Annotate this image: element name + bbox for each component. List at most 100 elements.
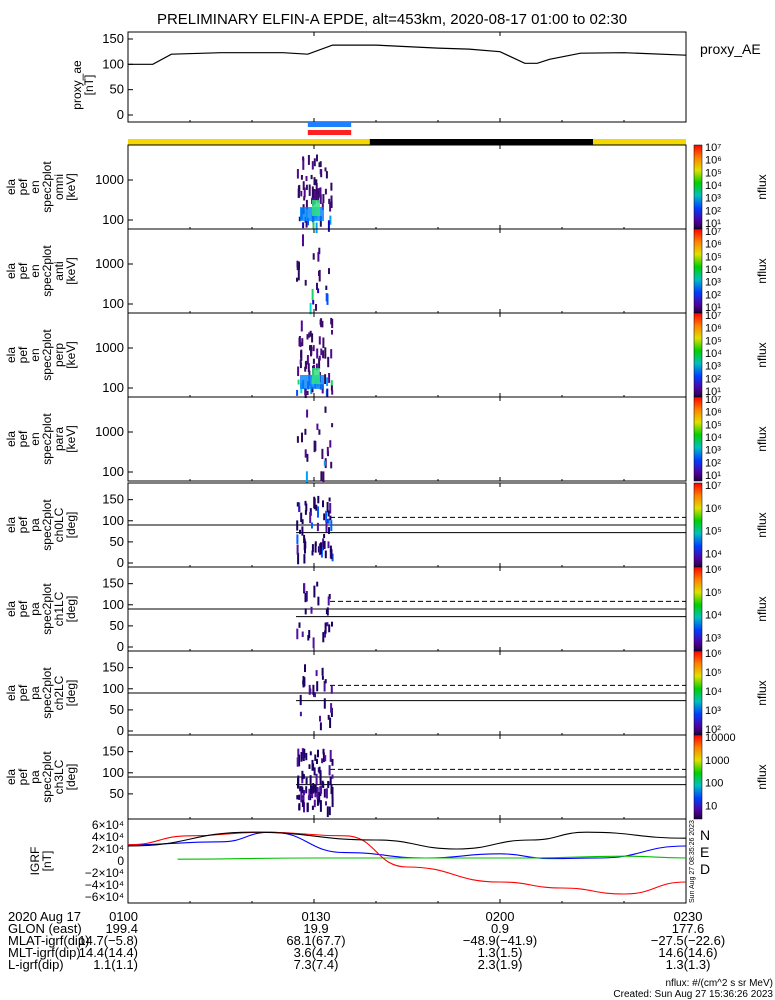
spec-pixel xyxy=(316,154,318,162)
pa-pixel xyxy=(313,585,316,598)
spec-pixel xyxy=(312,358,315,364)
pa-pixel xyxy=(303,554,306,564)
spec-pixel xyxy=(304,361,307,367)
units-note: nflux: #/(cm^2 s sr MeV) xyxy=(666,978,774,989)
spec-pixel xyxy=(319,161,322,168)
pa-pixel xyxy=(317,749,319,758)
spec-pixel xyxy=(302,158,305,170)
pa-pixel xyxy=(301,526,304,536)
spec-pixel xyxy=(320,348,323,356)
spec-pixel xyxy=(297,185,300,198)
pa-pixel xyxy=(319,722,322,731)
igrf-N-line xyxy=(127,831,687,860)
spec-pixel xyxy=(322,337,325,349)
colorbar-tick: 10⁶ xyxy=(705,239,722,251)
pa-pixel xyxy=(320,542,322,555)
y-tick-label: −2×10⁴ xyxy=(85,866,124,880)
pa-pixel xyxy=(319,786,322,792)
colorbar-tick: 10² xyxy=(705,205,721,217)
spec-pixel xyxy=(318,355,321,361)
y-tick-label: 0 xyxy=(117,107,124,122)
pa-pixel xyxy=(325,788,328,799)
pa-pixel xyxy=(313,767,316,776)
spec-pixel xyxy=(320,471,323,482)
footer-value: 199.4 xyxy=(105,921,138,936)
spec-pixel xyxy=(311,161,314,170)
spec-pixel xyxy=(304,449,307,458)
y-axis-label: IGRF xyxy=(28,847,42,876)
pa-pixel xyxy=(308,764,311,769)
colorbar-strip xyxy=(693,482,703,568)
colorbar-tick: 10¹ xyxy=(705,302,721,314)
colorbar-label: nflux xyxy=(755,512,769,537)
orbit-sunlight-segment xyxy=(128,139,370,145)
spec-pixel xyxy=(331,423,334,428)
pa-pixel xyxy=(329,503,332,514)
pa-pixel xyxy=(326,622,329,627)
spec-pixel xyxy=(326,388,329,397)
spec-pixel xyxy=(300,175,303,180)
pa-pixel xyxy=(301,799,304,808)
spec-pixel xyxy=(296,265,299,271)
y-axis-label: [keV] xyxy=(64,341,78,368)
pa-pixel xyxy=(318,766,321,774)
pa-pixel xyxy=(321,675,324,680)
pa-pixel xyxy=(315,670,318,677)
y-axis-label: spec2plot xyxy=(40,245,54,297)
colorbar-tick: 10⁷ xyxy=(705,226,721,238)
pa-pixel xyxy=(309,794,312,801)
pa-pixel xyxy=(326,502,329,513)
pa-pixel xyxy=(297,775,300,786)
pa-pixel xyxy=(322,632,325,643)
pa-pixel xyxy=(315,773,318,786)
spec-pixel xyxy=(304,279,307,286)
pa-pixel xyxy=(329,776,332,786)
colorbar-label: nflux xyxy=(755,426,769,451)
spec-pixel xyxy=(317,190,320,203)
pa-pixel xyxy=(311,544,314,552)
pa-pixel xyxy=(308,630,311,639)
pa-pixel xyxy=(296,534,299,544)
spec-pixel xyxy=(326,446,329,455)
footer-value: 3.6(4.4) xyxy=(294,945,339,960)
y-tick-label: 150 xyxy=(102,576,124,591)
y-tick-label: 0 xyxy=(117,555,124,570)
spec-pixel xyxy=(320,318,323,328)
field-frame xyxy=(127,818,687,904)
y-tick-label: 50 xyxy=(110,82,124,97)
y-axis-label: pef xyxy=(16,178,30,195)
spec-pixel xyxy=(330,195,333,203)
pa-pixel xyxy=(323,680,326,692)
pa-pixel xyxy=(331,621,333,627)
y-axis-label: pef xyxy=(16,262,30,279)
colorbar-tick: 10 xyxy=(705,800,717,812)
pa-pixel xyxy=(296,544,299,555)
pa-pixel xyxy=(323,513,326,521)
y-tick-label: 100 xyxy=(102,597,124,612)
spec-pixel xyxy=(302,156,305,161)
spec-pixel xyxy=(301,338,304,347)
spec-pixel xyxy=(322,471,325,483)
colorbar-tick: 10³ xyxy=(705,632,721,644)
y-axis-label: ela xyxy=(4,685,18,701)
spec-pixel xyxy=(331,318,334,328)
colorbar-tick: 10⁷ xyxy=(705,310,721,322)
spec-pixel xyxy=(324,406,327,413)
spec-pixel xyxy=(328,268,330,275)
spec-pixel xyxy=(328,373,331,383)
pa-pixel xyxy=(296,795,299,800)
pa-pixel xyxy=(312,785,315,793)
footer-value: 177.6 xyxy=(672,921,705,936)
colorbar-tick: 10¹ xyxy=(705,218,721,230)
spec-frame xyxy=(127,312,687,398)
pa-pixel xyxy=(300,512,303,522)
colorbar-tick: 10⁴ xyxy=(705,180,722,192)
pa-pixel xyxy=(325,520,328,533)
pa-pixel xyxy=(304,545,306,554)
energy-spectrogram-panels: 1000100elapefenspec2plotomni[keV]1000100… xyxy=(4,144,687,484)
y-axis-label: pef xyxy=(16,684,30,701)
pa-pixel xyxy=(296,628,299,640)
pa-pixel xyxy=(331,758,334,766)
colorbar-label: nflux xyxy=(755,596,769,621)
